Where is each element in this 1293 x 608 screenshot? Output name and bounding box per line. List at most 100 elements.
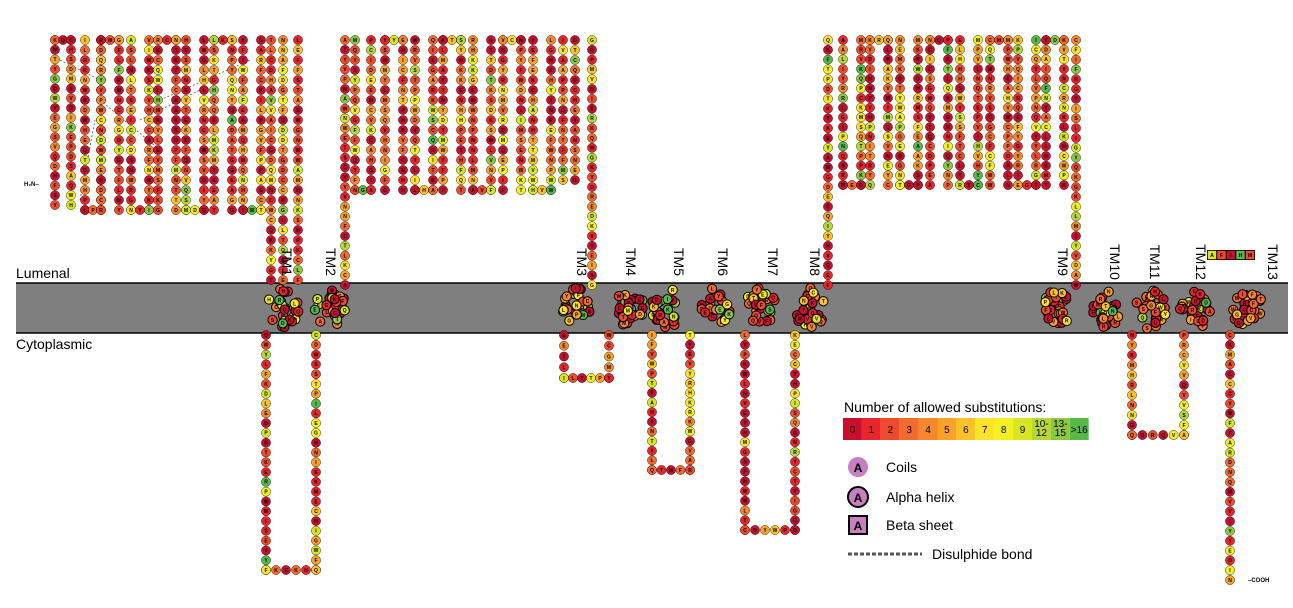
residue-letter: C bbox=[343, 234, 347, 240]
residue-letter: K bbox=[212, 58, 216, 64]
residue-letter: T bbox=[650, 439, 653, 445]
residue-letter: G bbox=[567, 319, 571, 325]
residue-letter: W bbox=[826, 165, 831, 171]
legend-swatch-label: 8 bbox=[1001, 425, 1007, 436]
alpha-helix-label: Alpha helix bbox=[886, 489, 955, 505]
residue-letter: N bbox=[1111, 309, 1115, 315]
residue-letter: L bbox=[431, 58, 434, 64]
residue-letter: Q bbox=[383, 118, 387, 124]
residue-letter: F bbox=[383, 178, 386, 184]
coil-label: Coils bbox=[886, 459, 917, 475]
residue-letter: K bbox=[471, 88, 475, 94]
residue-letter: N bbox=[868, 76, 872, 82]
residue-letter: T bbox=[53, 57, 56, 63]
residue-letter: C bbox=[1006, 125, 1010, 131]
residue-letter: W bbox=[1228, 411, 1233, 417]
residue-letter: G bbox=[259, 38, 263, 44]
residue-letter: K bbox=[590, 165, 594, 171]
residue-letter: M bbox=[607, 365, 611, 371]
residue-letter: K bbox=[489, 118, 493, 124]
residue-letter: G bbox=[573, 178, 577, 184]
residue-letter: Q bbox=[241, 168, 245, 174]
residue-letter: A bbox=[147, 138, 151, 144]
residue-letter: D bbox=[269, 158, 273, 164]
residue-letter: K bbox=[343, 263, 347, 269]
residue-letter: K bbox=[531, 78, 535, 84]
disulphide-bond bbox=[60, 60, 100, 80]
residue-letter: Q bbox=[826, 38, 830, 44]
residue-letter: H bbox=[314, 441, 318, 447]
residue-letter: L bbox=[383, 88, 386, 94]
residue-letter: R bbox=[99, 68, 103, 74]
residue-letter: Q bbox=[928, 105, 932, 111]
residue-letter: A bbox=[841, 47, 845, 53]
residue-letter: C bbox=[793, 352, 797, 358]
residue-letter: L bbox=[958, 47, 961, 53]
residue-letter: R bbox=[671, 288, 675, 294]
residue-letter: W bbox=[69, 193, 74, 199]
residue-letter: Q bbox=[431, 138, 435, 144]
residue-letter: K bbox=[174, 128, 178, 134]
residue-letter: K bbox=[886, 76, 890, 82]
residue-letter: M bbox=[441, 58, 445, 64]
residue-letter: R bbox=[793, 450, 797, 456]
residue-letter: A bbox=[259, 178, 263, 184]
residue-letter: M bbox=[212, 158, 216, 164]
residue-letter: Q bbox=[1034, 115, 1038, 121]
residue-letter: C bbox=[618, 306, 622, 312]
residue-letter: Q bbox=[826, 263, 830, 269]
residue-letter: C bbox=[369, 138, 373, 144]
residue-letter: F bbox=[264, 372, 267, 378]
legend-swatch-label: 3 bbox=[906, 425, 912, 436]
residue-letter: R bbox=[898, 154, 902, 160]
residue-letter: Q bbox=[241, 138, 245, 144]
residue-letter: T bbox=[946, 67, 949, 73]
residue-letter: D bbox=[590, 185, 594, 191]
residue-letter: F bbox=[988, 163, 991, 169]
tm-label: TM4 bbox=[623, 248, 639, 276]
residue-letter: K bbox=[859, 67, 863, 73]
residue-letter: F bbox=[1074, 67, 1077, 73]
residue-letter: L bbox=[562, 308, 565, 314]
residue-letter: G bbox=[898, 134, 902, 140]
residue-letter: D bbox=[174, 208, 178, 214]
residue-letter: M bbox=[798, 317, 802, 323]
residue-letter: R bbox=[549, 118, 553, 124]
residue-letter: L bbox=[946, 76, 949, 82]
residue-letter: T bbox=[743, 518, 746, 524]
residue-letter: M bbox=[383, 98, 387, 104]
residue-letter: K bbox=[221, 38, 225, 44]
residue-letter: R bbox=[174, 98, 178, 104]
residue-letter: H bbox=[422, 188, 426, 194]
residue-letter: G bbox=[202, 58, 206, 64]
residue-letter: M bbox=[946, 105, 950, 111]
residue-letter: C bbox=[988, 134, 992, 140]
residue-letter: N bbox=[1130, 413, 1134, 419]
residue-letter: H bbox=[976, 163, 980, 169]
residue-letter: N bbox=[1006, 183, 1010, 189]
legend-swatch-label: 5 bbox=[944, 425, 950, 436]
residue-letter: H bbox=[826, 244, 830, 250]
residue-letter: Q bbox=[771, 296, 775, 302]
residue-letter: C bbox=[711, 314, 715, 320]
residue-letter: T bbox=[489, 78, 492, 84]
residue-letter: A bbox=[269, 118, 273, 124]
residue-letter: C bbox=[793, 469, 797, 475]
residue-letter: N bbox=[230, 88, 234, 94]
residue-letter: W bbox=[108, 38, 113, 44]
residue-letter: M bbox=[441, 138, 445, 144]
residue-letter: N bbox=[147, 168, 151, 174]
residue-letter: Q bbox=[751, 319, 755, 325]
legend: Number of allowed substitutions: 0123456… bbox=[843, 399, 1089, 562]
residue-letter: A bbox=[708, 297, 712, 303]
beta-sheet-label: Beta sheet bbox=[886, 517, 953, 533]
residue-letter: T bbox=[459, 188, 462, 194]
residue-letter: A bbox=[1006, 86, 1010, 92]
residue-letter: G bbox=[1149, 303, 1153, 309]
residue-letter: T bbox=[343, 244, 346, 250]
residue-letter: G bbox=[489, 38, 493, 44]
residue-letter: N bbox=[441, 98, 445, 104]
residue-letter: T bbox=[343, 146, 346, 152]
residue-letter: K bbox=[459, 68, 463, 74]
residue-letter: F bbox=[241, 48, 244, 54]
